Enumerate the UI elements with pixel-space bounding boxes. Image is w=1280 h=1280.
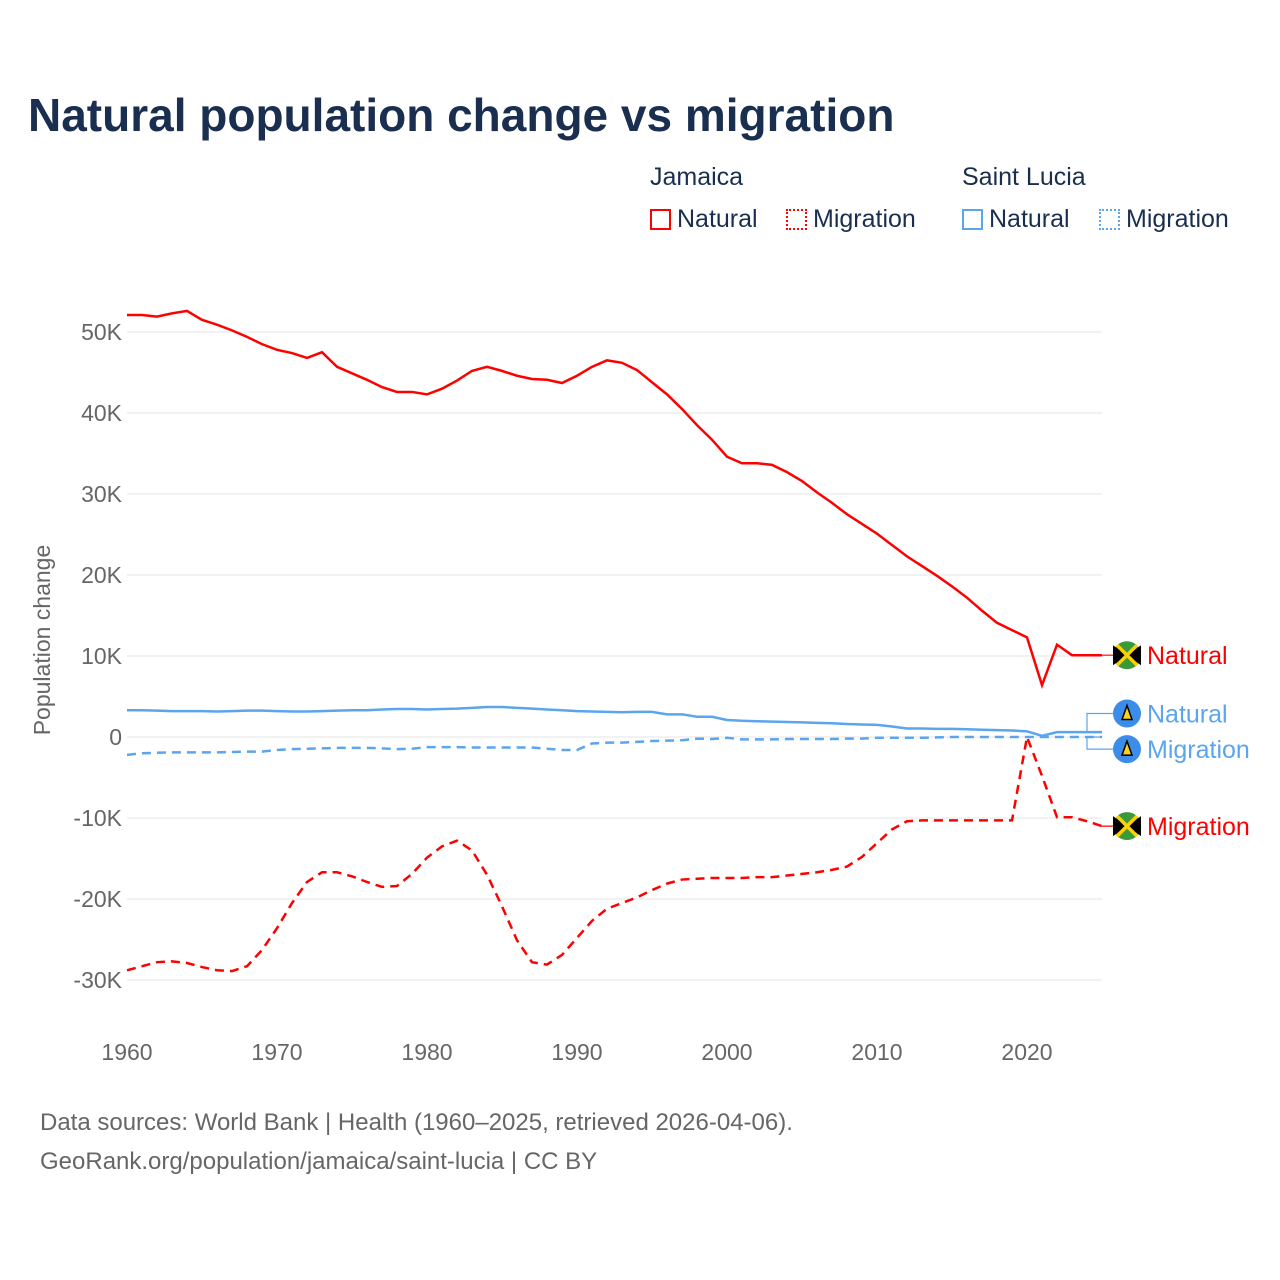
chart-title: Natural population change vs migration [28, 89, 895, 141]
series-line-jamaica-natural [127, 309, 1102, 690]
label-leader [1086, 736, 1113, 750]
y-tick-label: -30K [73, 967, 122, 993]
series-line-jamaica-migration [126, 732, 1103, 973]
y-tick-label: -10K [73, 805, 122, 831]
x-tick-label: 2020 [1001, 1039, 1052, 1065]
jamaica-flag-icon [1115, 643, 1139, 667]
saint-lucia-flag-icon [1120, 703, 1134, 721]
legend-group-jamaica: Jamaica [650, 163, 744, 191]
legend-swatch [650, 209, 671, 230]
x-tick-label: 2000 [701, 1039, 752, 1065]
legend-swatch [786, 209, 807, 230]
legend-saint-lucia-natural[interactable]: Natural [962, 205, 1070, 234]
y-tick-label: 50K [81, 319, 123, 345]
y-tick-label: -20K [73, 886, 122, 912]
legend-jamaica-migration[interactable]: Migration [786, 205, 916, 234]
y-axis-label: Population change [29, 545, 55, 736]
legend-swatch [962, 209, 983, 230]
x-tick-label: 2010 [851, 1039, 902, 1065]
legend-jamaica-natural[interactable]: Natural [650, 205, 758, 234]
legend-saint-lucia-migration[interactable]: Migration [1099, 205, 1229, 234]
series-end-label: Migration [1147, 813, 1250, 841]
source-line-1: Data sources: World Bank | Health (1960–… [40, 1109, 793, 1136]
y-tick-label: 20K [81, 562, 123, 588]
y-tick-label: 40K [81, 400, 123, 426]
x-tick-label: 1990 [551, 1039, 602, 1065]
y-tick-label: 0 [109, 724, 122, 750]
jamaica-flag-icon [1115, 814, 1139, 838]
x-tick-label: 1960 [101, 1039, 152, 1065]
label-leader [1086, 712, 1113, 733]
legend-group-saint-lucia: Saint Lucia [962, 163, 1086, 191]
series-line-saint-lucia-migration [126, 735, 1102, 757]
x-tick-label: 1970 [251, 1039, 302, 1065]
saint-lucia-flag-icon [1120, 738, 1134, 756]
y-tick-label: 30K [81, 481, 123, 507]
y-tick-label: 10K [81, 643, 123, 669]
x-tick-label: 1980 [401, 1039, 452, 1065]
series-end-label: Natural [1147, 642, 1228, 670]
series-end-label: Migration [1147, 736, 1250, 764]
series-line-saint-lucia-natural [127, 705, 1102, 738]
legend-swatch [1099, 209, 1120, 230]
series-end-label: Natural [1147, 701, 1228, 729]
source-line-2: GeoRank.org/population/jamaica/saint-luc… [40, 1148, 598, 1175]
